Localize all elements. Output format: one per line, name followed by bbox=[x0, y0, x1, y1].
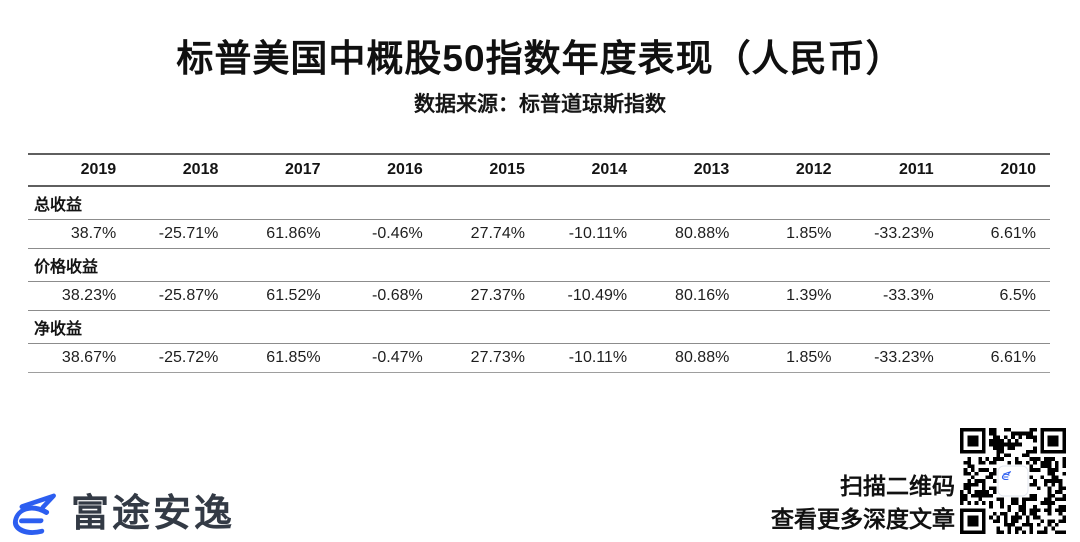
data-source-note: 数据来源：标普道琼斯指数 bbox=[414, 93, 666, 116]
value-cell: -10.11% bbox=[568, 349, 628, 366]
value-cell: 61.85% bbox=[266, 349, 321, 366]
row-group: 价格收益 bbox=[28, 249, 1050, 282]
year-header: 2012 bbox=[795, 161, 832, 178]
qr-caption: 扫描二维码 查看更多深度文章 bbox=[771, 470, 955, 536]
value-row: 38.67% -25.72% 61.85% -0.47% 27.73% -10.11% 80… bbox=[28, 344, 1050, 373]
value-cell: 80.16% bbox=[675, 287, 730, 304]
year-header: 2019 bbox=[80, 161, 117, 178]
futu-logo-icon bbox=[12, 492, 60, 536]
qr-caption-line2: 查看更多深度文章 bbox=[771, 506, 955, 532]
value-cell: 6.5% bbox=[999, 287, 1036, 304]
performance-table-container: 2019 2018 2017 2016 2015 2014 2013 2012 2011 2010… bbox=[28, 153, 1050, 373]
year-header: 2015 bbox=[489, 161, 525, 178]
value-cell: 1.85% bbox=[786, 225, 832, 242]
qr-code bbox=[960, 426, 1066, 536]
row-group-label: 净收益 bbox=[34, 321, 83, 338]
value-cell: 80.88% bbox=[675, 225, 730, 242]
value-cell: -0.68% bbox=[372, 287, 423, 304]
value-cell: 38.67% bbox=[61, 349, 117, 366]
value-cell: -25.87% bbox=[158, 287, 219, 304]
qr-caption-line1: 扫描二维码 bbox=[840, 473, 955, 499]
year-header-row: 2019 2018 2017 2016 2015 2014 2013 2012 2011 2010 bbox=[28, 154, 1050, 186]
value-cell: 61.86% bbox=[266, 225, 321, 242]
year-header: 2018 bbox=[182, 161, 219, 178]
year-header: 2010 bbox=[1000, 161, 1036, 178]
row-group-label: 总收益 bbox=[34, 197, 83, 214]
value-cell: -33.23% bbox=[874, 225, 934, 242]
row-group: 净收益 bbox=[28, 311, 1050, 344]
value-cell: 27.37% bbox=[470, 287, 525, 304]
value-cell: -33.3% bbox=[882, 287, 934, 304]
year-header: 2013 bbox=[693, 161, 730, 178]
table-body: 总收益 38.7% -25.71% 61.86% -0.46% 27.74% -10.11%… bbox=[28, 186, 1050, 373]
value-cell: 1.39% bbox=[786, 287, 832, 304]
value-row: 38.23% -25.87% 61.52% -0.68% 27.37% -10.49% 80… bbox=[28, 282, 1050, 311]
brand-lockup: 富途安逸 bbox=[12, 492, 235, 536]
page-title: 标普美国中概股50指数年度表现（人民币） bbox=[176, 38, 904, 79]
year-header: 2016 bbox=[387, 161, 423, 178]
value-cell: 6.61% bbox=[990, 225, 1036, 242]
value-row: 38.7% -25.71% 61.86% -0.46% 27.74% -10.11% 80.… bbox=[28, 220, 1050, 249]
value-cell: -25.72% bbox=[158, 349, 219, 366]
value-cell: 38.23% bbox=[61, 287, 117, 304]
value-cell: -10.11% bbox=[568, 225, 628, 242]
value-cell: -33.23% bbox=[874, 349, 934, 366]
value-cell: 38.7% bbox=[70, 225, 117, 242]
value-cell: 1.85% bbox=[786, 349, 832, 366]
year-header: 2011 bbox=[898, 161, 934, 178]
value-cell: 80.88% bbox=[675, 349, 730, 366]
performance-table: 2019 2018 2017 2016 2015 2014 2013 2012 2011 2010… bbox=[28, 153, 1050, 373]
row-group-label: 价格收益 bbox=[34, 259, 99, 276]
value-cell: 61.52% bbox=[266, 287, 321, 304]
year-header: 2014 bbox=[591, 161, 628, 178]
value-cell: -0.47% bbox=[372, 349, 423, 366]
brand-name: 富途安逸 bbox=[71, 493, 236, 535]
value-cell: 27.73% bbox=[470, 349, 525, 366]
value-cell: 6.61% bbox=[990, 349, 1036, 366]
value-cell: -25.71% bbox=[158, 225, 219, 242]
value-cell: 27.74% bbox=[470, 225, 525, 242]
row-group: 总收益 bbox=[28, 186, 1050, 220]
value-cell: -10.49% bbox=[567, 287, 628, 304]
year-header: 2017 bbox=[284, 161, 321, 178]
value-cell: -0.46% bbox=[372, 225, 423, 242]
